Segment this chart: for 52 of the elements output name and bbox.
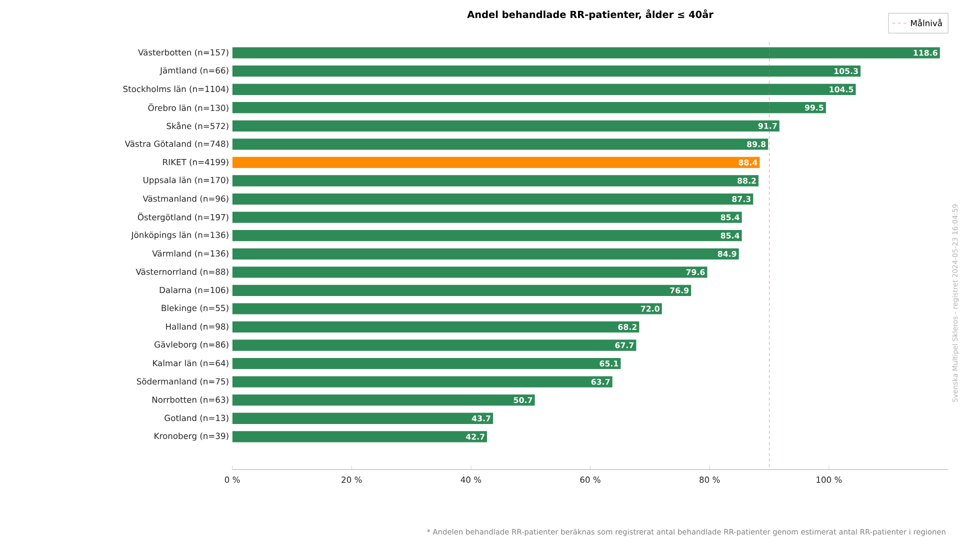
y-tick-label: Jämtland (n=66) [160,67,228,76]
bar [232,284,692,296]
legend-label: Målnivå [911,18,942,26]
y-tick-label: Halland (n=98) [166,323,228,331]
bar [232,156,760,168]
y-tick-label: Kronoberg (n=39) [154,432,228,441]
bar [232,175,759,186]
bar [232,248,739,260]
bar [232,65,861,77]
bar [232,430,488,442]
y-tick-label: Örebro län (n=130) [148,103,228,112]
bar [232,120,780,132]
bar [232,394,535,406]
x-tick-label: 100 % [816,476,842,483]
x-tick-label: 0 % [224,476,240,483]
bar [232,84,856,95]
bar [232,47,940,58]
bar [232,212,742,223]
y-tick-label: RIKET (n=4199) [163,158,228,166]
y-tick-label: Västernorrland (n=88) [136,268,228,276]
y-tick-label: Gotland (n=13) [164,414,228,422]
bar [232,266,708,278]
bar [232,358,621,370]
y-tick-label: Dalarna (n=106) [160,286,228,294]
y-tick-label: Östergötland (n=197) [138,212,228,222]
y-tick-label: Västmanland (n=96) [142,195,228,203]
bar [232,376,612,388]
y-tick-label: Värmland (n=136) [152,250,228,258]
y-tick-label: Södermanland (n=75) [136,378,228,386]
bar [232,340,636,351]
x-tick-label: 20 % [342,476,362,483]
bar [232,138,768,150]
y-tick-label: Västra Götaland (n=748) [124,140,228,148]
y-tick-label: Uppsala län (n=170) [144,176,228,185]
y-tick-label: Gävleborg (n=86) [154,341,228,350]
y-tick-label: Kalmar län (n=64) [153,360,228,368]
bar [232,412,494,424]
x-tick-label: 40 % [460,476,482,483]
y-tick-label: Blekinge (n=55) [162,304,228,313]
y-tick-label: Norrbotten (n=63) [152,396,228,404]
x-tick-label: 60 % [580,476,600,483]
x-tick-label: 80 % [700,476,720,483]
y-tick-label: Västerbotten (n=157) [138,49,228,56]
bar [232,321,640,332]
y-tick-label: Skåne (n=572) [166,122,228,130]
y-tick-label: Stockholms län (n=1104) [123,86,228,94]
bar [232,303,662,314]
bar [232,230,742,242]
chart-title: Andel behandlade RR-patienter, ålder ≤ 40år [467,9,714,20]
bar [232,193,754,205]
y-tick-label: Jönköpings län (n=136) [130,231,228,240]
bar [232,102,826,114]
